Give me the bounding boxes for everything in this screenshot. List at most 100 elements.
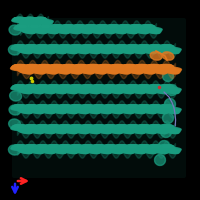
- Ellipse shape: [113, 46, 126, 49]
- Ellipse shape: [130, 88, 142, 91]
- Ellipse shape: [63, 49, 75, 53]
- Ellipse shape: [40, 109, 53, 112]
- Ellipse shape: [47, 145, 59, 148]
- Ellipse shape: [86, 65, 99, 68]
- Ellipse shape: [83, 106, 96, 109]
- Ellipse shape: [144, 130, 156, 134]
- Ellipse shape: [83, 46, 96, 49]
- Ellipse shape: [130, 48, 142, 51]
- Ellipse shape: [67, 148, 79, 151]
- Ellipse shape: [74, 89, 86, 92]
- Ellipse shape: [57, 106, 69, 109]
- Ellipse shape: [104, 45, 116, 48]
- Ellipse shape: [90, 128, 102, 131]
- Ellipse shape: [92, 45, 104, 48]
- Ellipse shape: [66, 109, 79, 112]
- Ellipse shape: [138, 28, 151, 31]
- Ellipse shape: [152, 108, 165, 111]
- Ellipse shape: [138, 85, 151, 88]
- Ellipse shape: [113, 127, 125, 130]
- Ellipse shape: [150, 67, 163, 71]
- Ellipse shape: [165, 150, 177, 153]
- Ellipse shape: [104, 105, 116, 108]
- Ellipse shape: [110, 90, 122, 94]
- Ellipse shape: [120, 150, 132, 153]
- Ellipse shape: [166, 50, 178, 54]
- Ellipse shape: [135, 88, 147, 91]
- Ellipse shape: [82, 85, 95, 88]
- Ellipse shape: [69, 86, 81, 88]
- Ellipse shape: [26, 145, 38, 148]
- Ellipse shape: [44, 109, 56, 112]
- Ellipse shape: [124, 127, 136, 130]
- Ellipse shape: [99, 150, 111, 154]
- Ellipse shape: [132, 27, 145, 29]
- Ellipse shape: [34, 47, 46, 49]
- Ellipse shape: [66, 129, 79, 132]
- Ellipse shape: [164, 70, 177, 73]
- Ellipse shape: [51, 109, 63, 112]
- Ellipse shape: [110, 130, 122, 134]
- Ellipse shape: [15, 126, 28, 129]
- Ellipse shape: [148, 105, 160, 108]
- Ellipse shape: [118, 127, 130, 130]
- Ellipse shape: [19, 50, 32, 54]
- Ellipse shape: [159, 146, 171, 149]
- Ellipse shape: [112, 108, 125, 111]
- Ellipse shape: [154, 130, 166, 133]
- Ellipse shape: [23, 87, 35, 90]
- Ellipse shape: [147, 87, 159, 90]
- Ellipse shape: [139, 45, 151, 48]
- Ellipse shape: [22, 69, 34, 72]
- Ellipse shape: [141, 70, 154, 74]
- Ellipse shape: [130, 25, 143, 28]
- Ellipse shape: [100, 29, 113, 33]
- Ellipse shape: [54, 29, 67, 32]
- Ellipse shape: [98, 65, 111, 68]
- Ellipse shape: [17, 88, 29, 91]
- Ellipse shape: [87, 50, 99, 54]
- Ellipse shape: [162, 52, 174, 60]
- Ellipse shape: [169, 107, 181, 111]
- Ellipse shape: [158, 87, 170, 90]
- Ellipse shape: [111, 29, 123, 32]
- Ellipse shape: [144, 90, 156, 94]
- Ellipse shape: [46, 69, 59, 72]
- Ellipse shape: [71, 105, 83, 108]
- Ellipse shape: [68, 106, 80, 109]
- Ellipse shape: [114, 68, 127, 71]
- Ellipse shape: [128, 69, 141, 73]
- Ellipse shape: [115, 105, 127, 108]
- Ellipse shape: [79, 107, 91, 110]
- Ellipse shape: [137, 45, 149, 48]
- Ellipse shape: [20, 50, 32, 53]
- Ellipse shape: [124, 88, 136, 91]
- Ellipse shape: [118, 87, 130, 90]
- Ellipse shape: [129, 106, 141, 109]
- Ellipse shape: [96, 48, 108, 51]
- Ellipse shape: [83, 46, 95, 48]
- Ellipse shape: [35, 46, 47, 49]
- Ellipse shape: [35, 125, 48, 128]
- Ellipse shape: [130, 129, 143, 132]
- Ellipse shape: [67, 87, 80, 90]
- Ellipse shape: [28, 108, 41, 112]
- Ellipse shape: [138, 105, 151, 108]
- Ellipse shape: [166, 110, 178, 113]
- Ellipse shape: [107, 69, 120, 72]
- Ellipse shape: [48, 125, 60, 128]
- Ellipse shape: [29, 129, 41, 132]
- Ellipse shape: [63, 25, 75, 28]
- Ellipse shape: [141, 87, 153, 90]
- Ellipse shape: [87, 110, 99, 114]
- Ellipse shape: [72, 67, 84, 70]
- Ellipse shape: [45, 69, 58, 73]
- Ellipse shape: [94, 86, 106, 88]
- Ellipse shape: [154, 150, 166, 153]
- Ellipse shape: [51, 65, 64, 68]
- Ellipse shape: [69, 145, 82, 148]
- Ellipse shape: [62, 108, 74, 111]
- Ellipse shape: [61, 127, 74, 130]
- Ellipse shape: [60, 26, 72, 29]
- Ellipse shape: [52, 25, 64, 28]
